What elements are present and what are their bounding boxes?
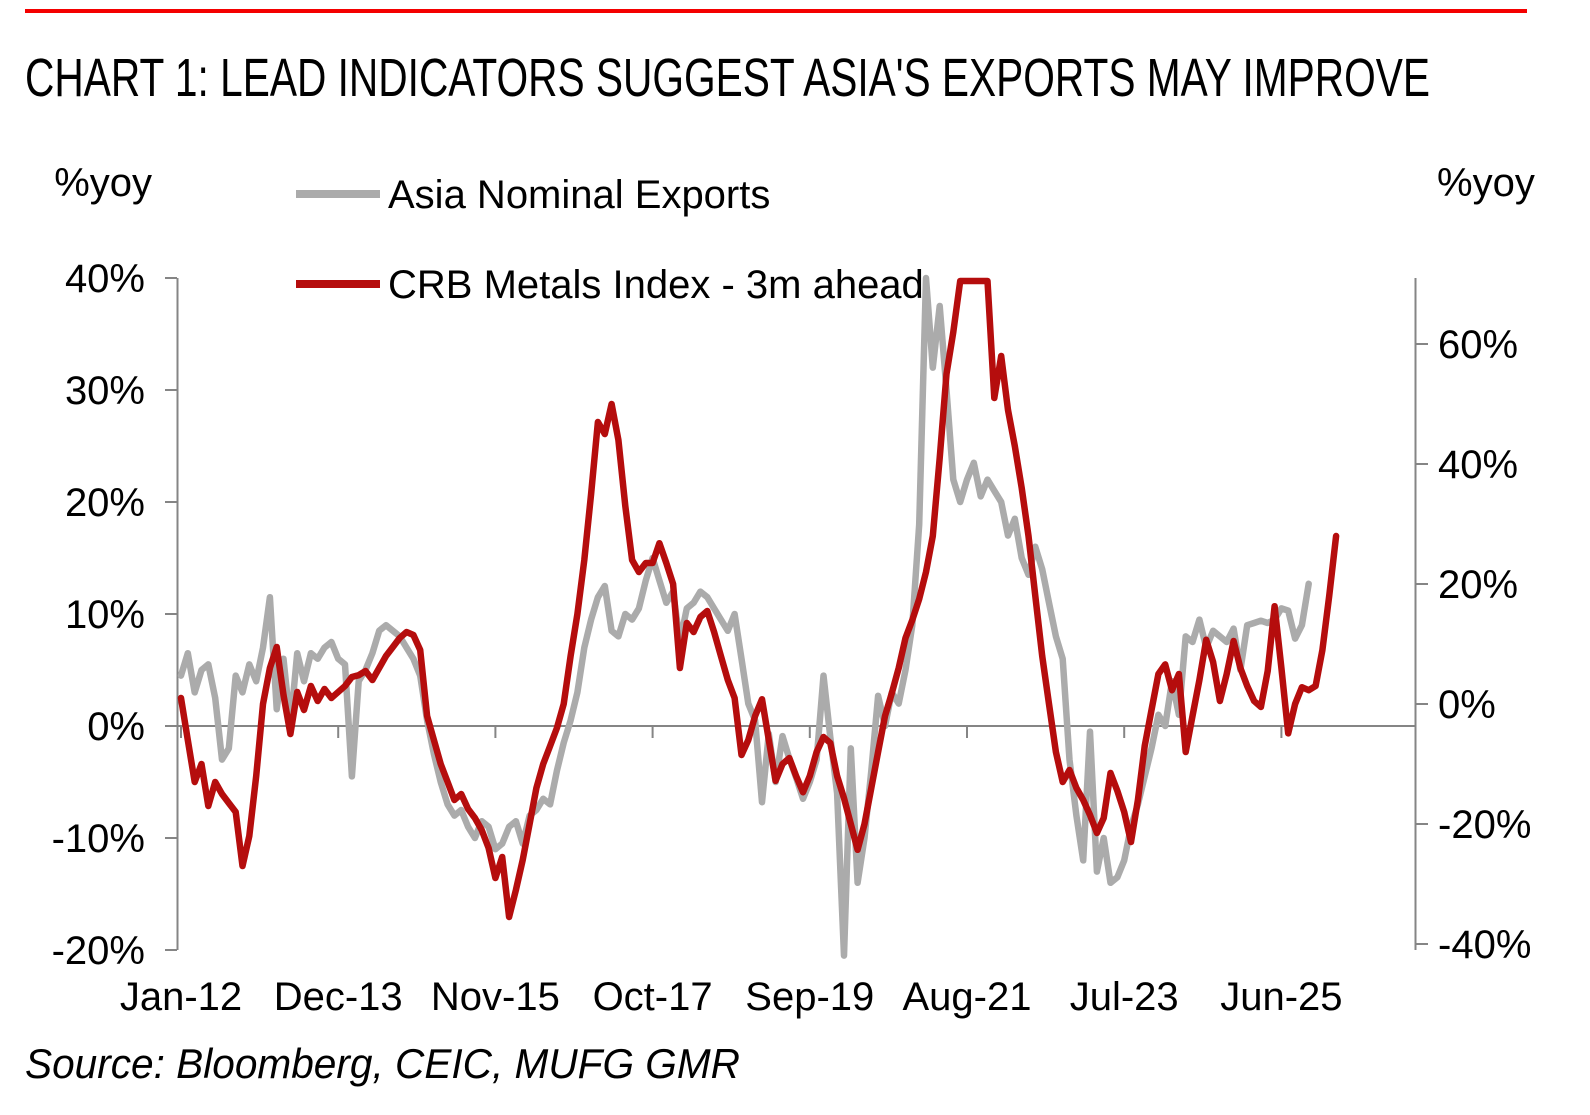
right-y-tick-label: 0% xyxy=(1438,683,1496,727)
left-axis-ticks: 40% 30% 20% 10% 0% -10% -20% xyxy=(52,257,177,973)
left-y-tick-label: 10% xyxy=(65,593,145,637)
x-tick-label: Aug-21 xyxy=(903,975,1032,1019)
left-axis-unit-label: %yoy xyxy=(54,161,152,205)
series-lines xyxy=(177,274,1340,959)
right-axis-ticks: 60% 40% 20% 0% -20% -40% xyxy=(1415,323,1531,967)
x-axis-ticks: Jan-12 Dec-13 Nov-15 Oct-17 Sep-19 Aug-21 Jul-… xyxy=(120,726,1343,1019)
legend-label-crb-metals: CRB Metals Index - 3m ahead xyxy=(388,263,924,307)
legend: Asia Nominal Exports CRB Metals Index - … xyxy=(296,173,924,307)
right-axis-unit-label: %yoy xyxy=(1437,161,1535,205)
x-tick-label: Jan-12 xyxy=(120,975,242,1019)
legend-label-asia-exports: Asia Nominal Exports xyxy=(388,173,770,217)
x-tick-label: Nov-15 xyxy=(431,975,560,1019)
left-y-tick-label: 30% xyxy=(65,369,145,413)
series-line-asia-exports xyxy=(177,274,1312,959)
left-y-tick-label: 20% xyxy=(65,481,145,525)
right-y-tick-label: 60% xyxy=(1438,323,1518,367)
x-tick-label: Sep-19 xyxy=(745,975,874,1019)
left-y-tick-label: -20% xyxy=(52,929,145,973)
left-y-tick-label: 0% xyxy=(87,705,145,749)
right-y-tick-label: -40% xyxy=(1438,923,1531,967)
x-tick-label: Oct-17 xyxy=(593,975,713,1019)
axes xyxy=(176,278,1417,950)
right-y-tick-label: -20% xyxy=(1438,803,1531,847)
x-tick-label: Jun-25 xyxy=(1220,975,1342,1019)
source-note: Source: Bloomberg, CEIC, MUFG GMR xyxy=(25,1040,740,1087)
x-tick-label: Jul-23 xyxy=(1070,975,1179,1019)
series-line-crb-metals xyxy=(177,277,1340,921)
left-y-tick-label: -10% xyxy=(52,817,145,861)
chart-title: CHART 1: LEAD INDICATORS SUGGEST ASIA'S … xyxy=(25,48,1430,108)
right-y-tick-label: 40% xyxy=(1438,443,1518,487)
right-y-tick-label: 20% xyxy=(1438,563,1518,607)
x-tick-label: Dec-13 xyxy=(274,975,403,1019)
left-y-tick-label: 40% xyxy=(65,257,145,301)
